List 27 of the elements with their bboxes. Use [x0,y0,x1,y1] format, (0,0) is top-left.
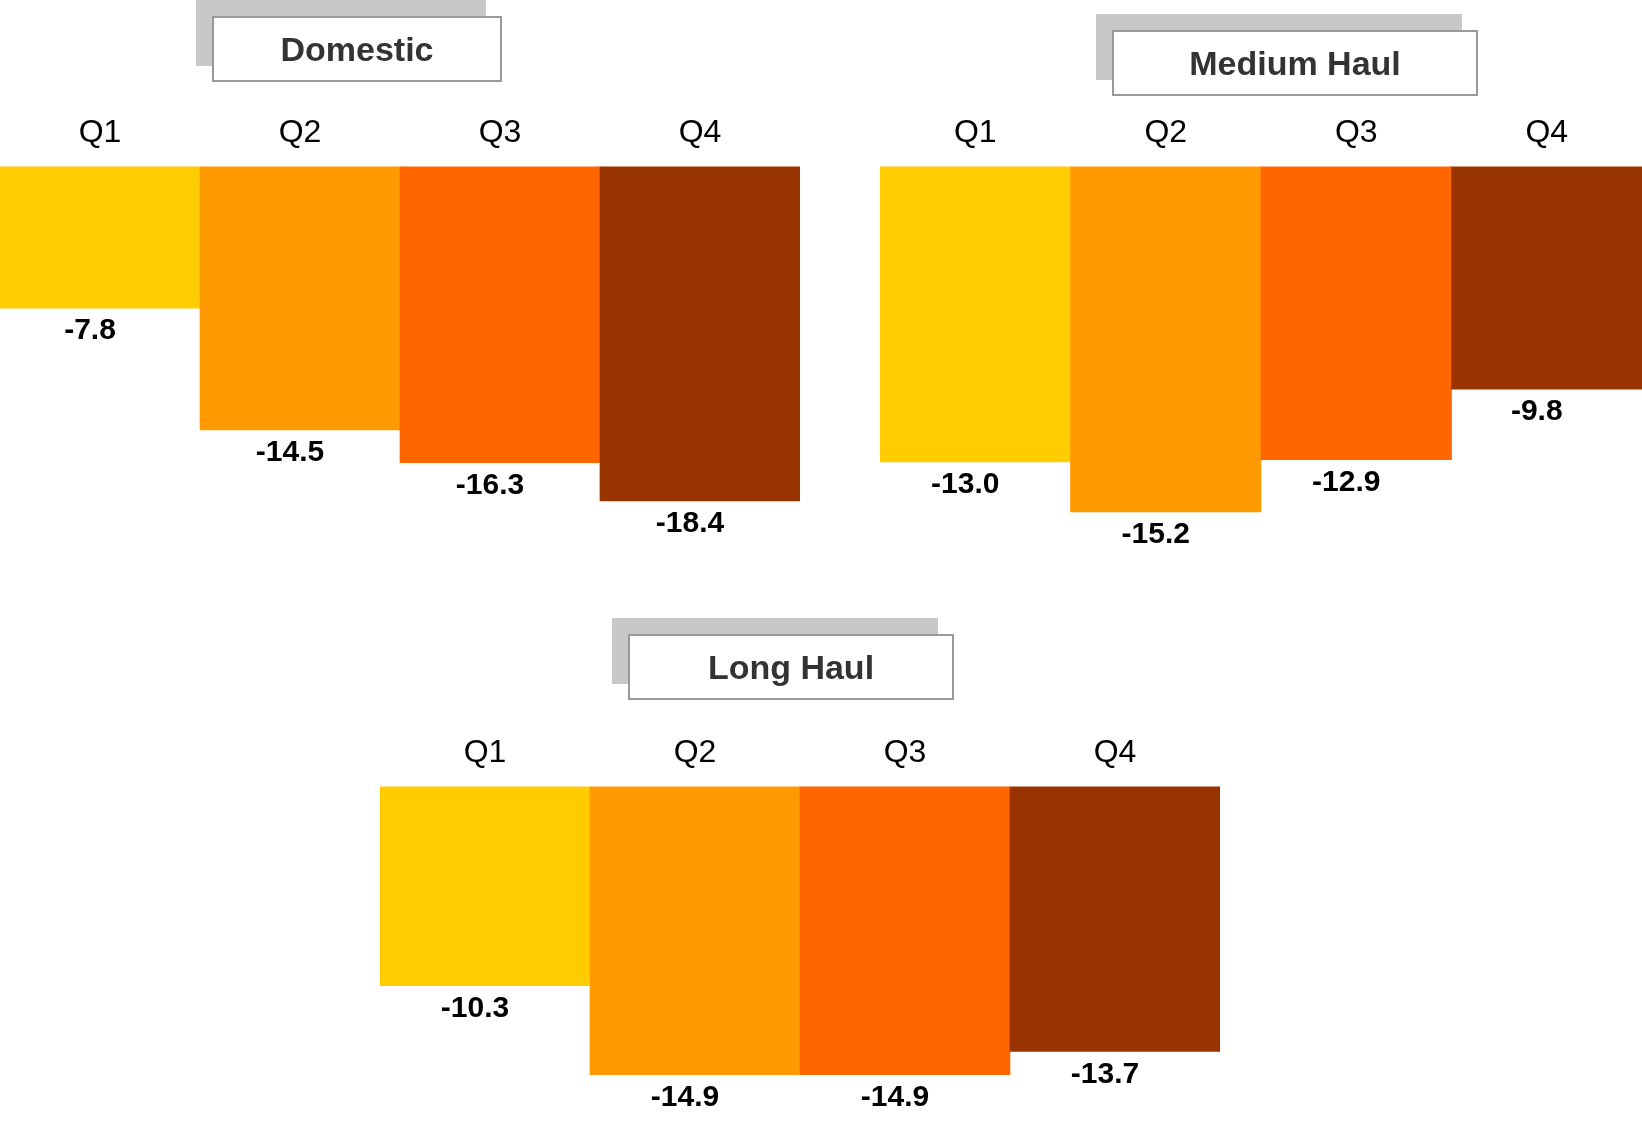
data-label: -10.3 [440,989,510,1023]
x-tick-label: Q2 [1144,113,1188,150]
data-label: -7.8 [64,312,116,346]
x-tick-label: Q4 [1093,733,1137,770]
x-tick-label: Q1 [78,113,122,150]
x-tick-label: Q2 [673,733,717,770]
x-tick-label: Q3 [1334,113,1378,150]
chart-title: Long Haul [628,634,954,700]
data-label: -14.9 [650,1078,720,1112]
x-tick-label: Q1 [953,113,997,150]
data-label: -14.9 [860,1078,930,1112]
x-tick-label: Q4 [1525,113,1569,150]
x-tick-label: Q2 [278,113,322,150]
chart-title: Domestic [212,16,502,82]
data-label: -12.9 [1312,463,1381,497]
data-label: -18.4 [655,505,725,539]
x-tick-label: Q3 [883,733,927,770]
data-label: -9.8 [1510,393,1563,427]
x-tick-label: Q4 [678,113,722,150]
x-tick-label: Q1 [463,733,507,770]
chart-title: Medium Haul [1112,30,1478,96]
data-label: -14.5 [255,434,325,468]
data-label: -15.2 [1121,516,1190,550]
x-tick-label: Q3 [478,113,522,150]
data-label: -13.0 [931,466,1000,500]
data-label: -13.7 [1070,1055,1140,1089]
data-label: -16.3 [455,467,525,500]
